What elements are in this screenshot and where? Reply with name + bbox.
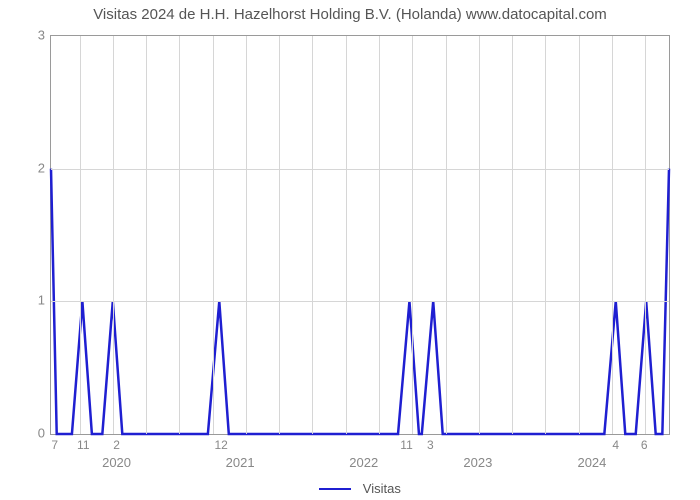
- x-tick-minor-label: 12: [214, 438, 227, 452]
- gridline-vertical: [645, 36, 646, 434]
- x-tick-major-label: 2023: [463, 455, 492, 470]
- x-tick-major-label: 2020: [102, 455, 131, 470]
- chart-svg: [51, 36, 669, 434]
- x-tick-minor-label: 4: [612, 438, 619, 452]
- y-tick-label: 3: [30, 28, 45, 43]
- x-tick-major-label: 2022: [349, 455, 378, 470]
- gridline-vertical: [80, 36, 81, 434]
- gridline-vertical: [312, 36, 313, 434]
- gridline-vertical: [246, 36, 247, 434]
- gridline-vertical: [146, 36, 147, 434]
- x-tick-minor-label: 11: [400, 438, 412, 452]
- gridline-vertical: [479, 36, 480, 434]
- gridline-vertical: [512, 36, 513, 434]
- gridline-vertical: [213, 36, 214, 434]
- x-tick-minor-label: 11: [77, 438, 89, 452]
- gridline-vertical: [446, 36, 447, 434]
- gridline-horizontal: [51, 301, 669, 302]
- gridline-vertical: [379, 36, 380, 434]
- y-tick-label: 2: [30, 160, 45, 175]
- x-tick-minor-label: 6: [641, 438, 648, 452]
- legend-line: [319, 488, 351, 490]
- plot-area: [50, 35, 670, 435]
- gridline-horizontal: [51, 169, 669, 170]
- gridline-vertical: [545, 36, 546, 434]
- gridline-vertical: [579, 36, 580, 434]
- gridline-vertical: [412, 36, 413, 434]
- legend-label: Visitas: [363, 481, 401, 496]
- x-tick-minor-label: 2: [113, 438, 120, 452]
- gridline-vertical: [346, 36, 347, 434]
- gridline-vertical: [279, 36, 280, 434]
- x-tick-minor-label: 3: [427, 438, 434, 452]
- x-tick-major-label: 2024: [577, 455, 606, 470]
- legend: Visitas: [50, 480, 670, 496]
- chart-container: Visitas 2024 de H.H. Hazelhorst Holding …: [0, 0, 700, 500]
- y-tick-label: 0: [30, 426, 45, 441]
- chart-title: Visitas 2024 de H.H. Hazelhorst Holding …: [0, 6, 700, 23]
- gridline-vertical: [612, 36, 613, 434]
- gridline-vertical: [179, 36, 180, 434]
- x-tick-minor-label: 7: [51, 438, 58, 452]
- y-tick-label: 1: [30, 293, 45, 308]
- x-tick-major-label: 2021: [226, 455, 255, 470]
- gridline-vertical: [113, 36, 114, 434]
